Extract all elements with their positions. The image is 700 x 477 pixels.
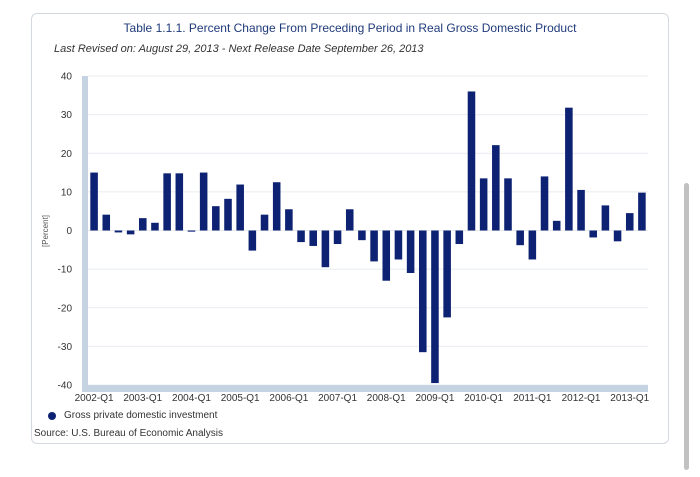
bar[interactable]: [443, 230, 451, 318]
bar[interactable]: [358, 230, 366, 241]
bar[interactable]: [126, 230, 135, 235]
page-scrollbar[interactable]: [684, 183, 689, 470]
bar[interactable]: [321, 230, 330, 268]
bar[interactable]: [102, 214, 111, 231]
y-tick-label: 30: [61, 110, 73, 121]
bar[interactable]: [601, 205, 610, 231]
bar[interactable]: [528, 230, 537, 260]
bar[interactable]: [577, 189, 585, 231]
y-tick-label: -30: [58, 342, 73, 353]
bar[interactable]: [248, 230, 257, 251]
legend: Gross private domestic investment: [48, 410, 217, 421]
bar[interactable]: [638, 192, 646, 231]
x-tick-label: 2009-Q1: [415, 393, 454, 404]
bar[interactable]: [516, 230, 524, 246]
bar[interactable]: [479, 178, 488, 231]
bar[interactable]: [114, 230, 123, 233]
bar[interactable]: [394, 230, 403, 260]
bar[interactable]: [504, 178, 512, 231]
y-tick-label: 0: [66, 226, 72, 237]
bar[interactable]: [467, 91, 476, 231]
legend-label: Gross private domestic investment: [64, 410, 218, 421]
bar[interactable]: [589, 230, 597, 238]
x-tick-label: 2007-Q1: [318, 393, 357, 404]
y-tick-label: -40: [58, 381, 73, 392]
bar[interactable]: [333, 230, 342, 245]
x-tick-label: 2005-Q1: [221, 393, 260, 404]
bar[interactable]: [613, 230, 622, 242]
x-tick-label: 2008-Q1: [367, 393, 406, 404]
x-tick-labels: 2002-Q1 2003-Q1 2004-Q1 2005-Q1 2006-Q1 2007-…: [75, 393, 650, 404]
bar[interactable]: [492, 145, 500, 231]
bar[interactable]: [382, 230, 391, 281]
y-tick-label: 40: [61, 72, 73, 83]
bar[interactable]: [309, 230, 317, 246]
bar[interactable]: [224, 198, 232, 231]
bar[interactable]: [419, 230, 427, 353]
bar[interactable]: [212, 206, 220, 231]
x-axis-band: [82, 385, 648, 392]
x-tick-label: 2002-Q1: [75, 393, 114, 404]
x-tick-label: 2006-Q1: [269, 393, 308, 404]
y-axis-band: [82, 76, 88, 386]
y-axis-label: [Percent]: [41, 215, 50, 247]
y-tick-label: 10: [61, 187, 73, 198]
x-tick-label: 2011-Q1: [513, 393, 552, 404]
bar[interactable]: [540, 176, 549, 231]
bar[interactable]: [151, 222, 159, 231]
bar[interactable]: [139, 218, 147, 231]
x-tick-label: 2012-Q1: [562, 393, 601, 404]
bar[interactable]: [163, 173, 171, 231]
bar[interactable]: [272, 182, 281, 231]
legend-marker: [48, 411, 56, 420]
bar[interactable]: [625, 213, 634, 231]
y-tick-label: -10: [58, 265, 73, 276]
bar[interactable]: [187, 230, 196, 232]
bar[interactable]: [552, 220, 561, 231]
bar[interactable]: [199, 172, 208, 231]
bars: [90, 91, 646, 384]
source-note: Source: U.S. Bureau of Economic Analysis: [34, 428, 223, 439]
chart-title: Table 1.1.1. Percent Change From Precedi…: [123, 21, 577, 35]
x-tick-label: 2013-Q1: [610, 393, 649, 404]
bar[interactable]: [260, 214, 269, 231]
bar[interactable]: [285, 209, 293, 231]
x-tick-label: 2004-Q1: [172, 393, 211, 404]
x-tick-label: 2003-Q1: [123, 393, 162, 404]
bar-chart-plot: 40 30 20 10 0 -10 -20 -30 -40 2002-Q1 2003-Q1 2004…: [41, 72, 650, 405]
chart-subtitle: Last Revised on: August 29, 2013 - Next …: [54, 43, 424, 55]
bar[interactable]: [297, 230, 305, 243]
y-tick-label: 20: [61, 149, 73, 160]
y-tick-labels: 40 30 20 10 0 -10 -20 -30 -40: [58, 72, 73, 392]
x-tick-label: 2010-Q1: [464, 393, 503, 404]
bar[interactable]: [236, 184, 244, 231]
bar[interactable]: [455, 230, 464, 245]
bar[interactable]: [565, 107, 573, 231]
bar[interactable]: [406, 230, 415, 273]
bar[interactable]: [175, 173, 184, 231]
bar[interactable]: [370, 230, 378, 262]
y-tick-label: -20: [58, 303, 73, 314]
chart-panel: Table 1.1.1. Percent Change From Precedi…: [31, 13, 669, 444]
bar[interactable]: [345, 209, 354, 231]
bar[interactable]: [431, 230, 439, 384]
grid-lines: [88, 75, 648, 386]
bar[interactable]: [90, 172, 98, 231]
